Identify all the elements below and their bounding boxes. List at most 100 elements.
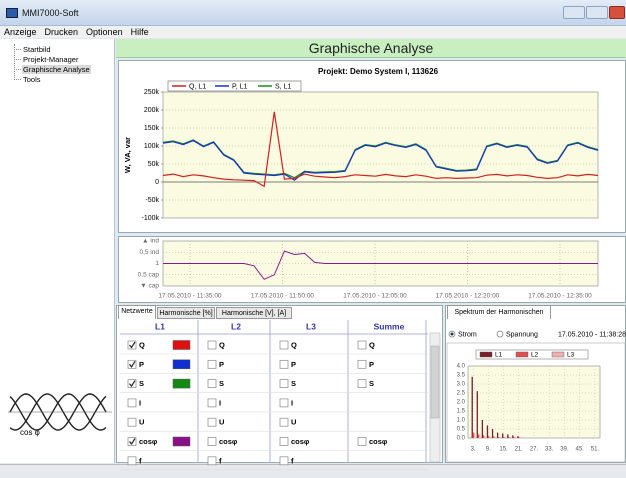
x-tick-label: 33. — [545, 447, 554, 453]
row-label: I — [139, 398, 141, 407]
y-tick-label: ▼ cap — [140, 283, 159, 290]
y-tick-label: 4.0 — [457, 364, 466, 370]
bar — [508, 437, 509, 438]
y-tick-label: ▲ ind — [142, 238, 159, 245]
bar — [488, 436, 489, 438]
row-label: P — [369, 360, 374, 369]
row-label: U — [291, 418, 296, 427]
bar — [493, 436, 494, 438]
checkbox[interactable] — [280, 360, 288, 368]
row-label: U — [219, 418, 224, 427]
row-label: cosφ — [139, 437, 158, 446]
bar — [489, 436, 490, 438]
bar — [513, 437, 514, 438]
bar — [503, 437, 504, 438]
y-tick-label: 250k — [144, 89, 160, 96]
bar — [515, 437, 516, 438]
x-tick-label: 45. — [576, 447, 585, 453]
checkbox[interactable] — [358, 360, 366, 368]
checkbox[interactable] — [128, 457, 136, 465]
y-tick-label: 50k — [148, 161, 160, 168]
icon-label: cos φ — [20, 428, 40, 437]
checkbox[interactable] — [280, 457, 288, 465]
bar — [504, 437, 505, 438]
x-tick-label: 51. — [591, 447, 600, 453]
row-label: Q — [219, 340, 225, 349]
checkbox[interactable] — [280, 380, 288, 388]
color-swatch[interactable] — [173, 360, 190, 369]
x-tick-label: 17.05.2010 - 11:50:00 — [251, 293, 315, 300]
bar — [494, 437, 495, 438]
checkbox[interactable] — [280, 399, 288, 407]
y-tick-label: 2.0 — [457, 400, 466, 406]
checkbox[interactable] — [280, 438, 288, 446]
y-tick-label: 2.5 — [457, 391, 466, 397]
bar — [497, 433, 498, 438]
checkbox[interactable] — [208, 418, 216, 426]
legend-swatch — [516, 352, 528, 357]
radio[interactable] — [497, 331, 503, 337]
row-label: S — [291, 379, 296, 388]
x-tick-label: 21. — [515, 447, 524, 453]
row-label: cosφ — [369, 437, 388, 446]
row-label: cosφ — [219, 437, 238, 446]
checkbox[interactable] — [208, 438, 216, 446]
radio-label: Strom — [458, 331, 477, 338]
x-tick-label: 9. — [486, 447, 491, 453]
color-swatch[interactable] — [173, 437, 190, 446]
y-tick-label: 3.0 — [457, 382, 466, 388]
checkbox[interactable] — [128, 418, 136, 426]
legend-label: P, L1 — [232, 83, 248, 90]
bar — [472, 377, 473, 438]
column-header: L2 — [231, 321, 241, 331]
row-label: f — [219, 456, 222, 465]
bar — [478, 434, 479, 438]
y-tick-label: 150k — [144, 125, 160, 132]
bar — [507, 434, 508, 438]
bar — [518, 437, 519, 438]
checkbox[interactable] — [208, 399, 216, 407]
x-tick-label: 15. — [499, 447, 508, 453]
y-tick-label: -50k — [145, 197, 159, 204]
checkbox[interactable] — [128, 399, 136, 407]
y-tick-label: -100k — [141, 215, 159, 222]
checkbox[interactable] — [208, 380, 216, 388]
x-tick-label: 27. — [530, 447, 539, 453]
checkbox[interactable] — [280, 418, 288, 426]
bar — [474, 434, 475, 439]
plot-area — [163, 92, 598, 218]
checkbox[interactable] — [358, 438, 366, 446]
legend-swatch — [480, 352, 492, 357]
x-tick-label: 17.05.2010 - 12:20:00 — [436, 293, 500, 300]
checkbox[interactable] — [208, 341, 216, 349]
y-tick-label: 1 — [155, 260, 159, 267]
y-axis-label: W, VA, var — [123, 137, 132, 173]
bar — [473, 433, 474, 438]
bar — [502, 434, 503, 439]
legend-label: L1 — [495, 352, 503, 359]
x-tick-label: 17.05.2010 - 12:35:00 — [528, 293, 592, 300]
checkbox[interactable] — [280, 341, 288, 349]
row-label: P — [219, 360, 224, 369]
bar — [498, 437, 499, 438]
charts-layer: cos φProjekt: Demo System I, 113626250k2… — [0, 0, 626, 478]
row-label: S — [139, 379, 144, 388]
row-label: P — [139, 360, 144, 369]
row-label: f — [291, 456, 294, 465]
checkbox[interactable] — [358, 380, 366, 388]
scrollbar-thumb[interactable] — [431, 346, 439, 418]
bar — [520, 437, 521, 438]
y-tick-label: 0,5 ind — [139, 249, 159, 256]
color-swatch[interactable] — [173, 341, 190, 350]
color-swatch[interactable] — [173, 379, 190, 388]
bar — [499, 437, 500, 438]
row-label: Q — [139, 340, 145, 349]
row-label: I — [219, 398, 221, 407]
checkbox[interactable] — [208, 360, 216, 368]
y-tick-label: 1.5 — [457, 409, 466, 415]
column-header: Summe — [374, 321, 405, 331]
checkbox[interactable] — [208, 457, 216, 465]
legend-label: Q, L1 — [189, 83, 206, 90]
checkbox[interactable] — [358, 341, 366, 349]
bar — [483, 435, 484, 438]
